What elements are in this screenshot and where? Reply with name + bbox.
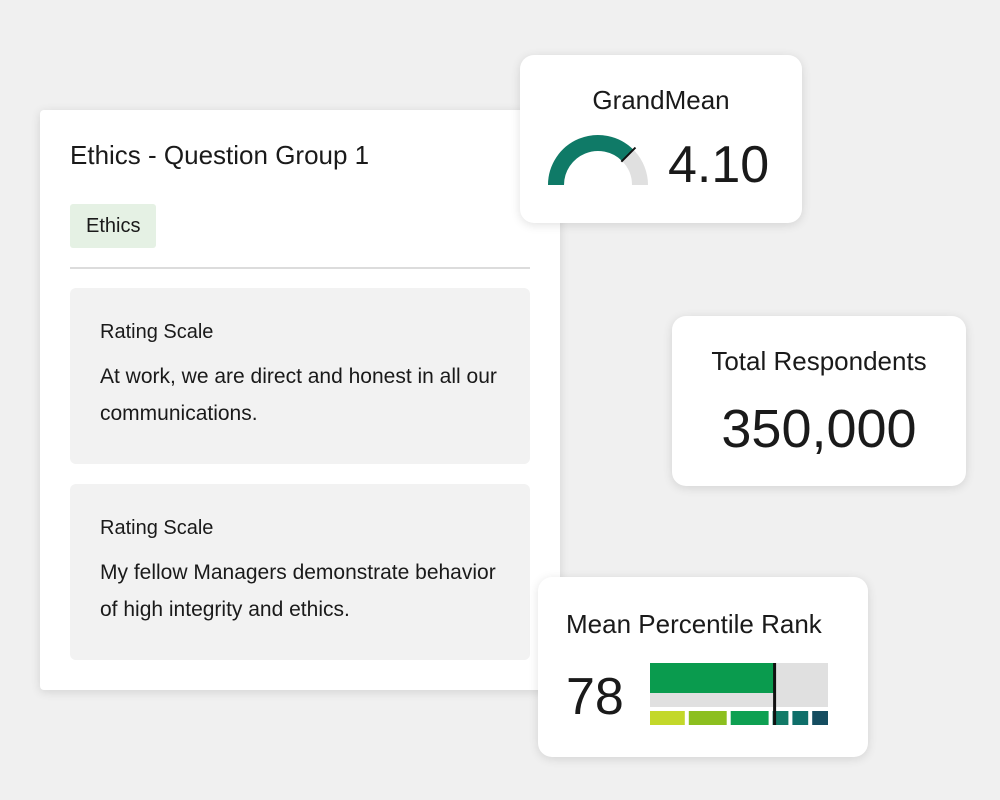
rank-fill [650, 663, 775, 693]
mean-percentile-rank-value: 78 [566, 668, 624, 726]
question-item[interactable]: Rating Scale At work, we are direct and … [70, 288, 530, 464]
mean-percentile-rank-card: Mean Percentile Rank 78 [538, 577, 868, 757]
gauge-fill [548, 135, 634, 186]
question-group-title: Ethics - Question Group 1 [70, 140, 370, 170]
grand-mean-card: GrandMean 4.10 [520, 55, 802, 223]
category-tag[interactable]: Ethics [70, 204, 157, 248]
grand-mean-value: 4.10 [668, 136, 770, 194]
total-respondents-label: Total Respondents [711, 346, 927, 376]
scale-segment-4 [772, 711, 789, 725]
question-type: Rating Scale [100, 321, 214, 343]
question-text: At work, we are direct and honest in all… [100, 365, 497, 425]
question-text: My fellow Managers demonstrate behavior … [100, 561, 496, 621]
divider [70, 267, 530, 269]
scale-segment-3 [730, 711, 769, 725]
scale-segment-1 [650, 711, 685, 725]
question-type: Rating Scale [100, 517, 214, 539]
grand-mean-label: GrandMean [592, 85, 730, 115]
gauge-marker [620, 146, 637, 163]
grand-mean-gauge [548, 135, 648, 186]
mean-percentile-rank-label: Mean Percentile Rank [566, 609, 822, 639]
total-respondents-value: 350,000 [721, 399, 917, 459]
scale-segment-6 [812, 711, 828, 725]
question-group-card: Ethics - Question Group 1 Ethics Rating … [40, 110, 560, 690]
total-respondents-card: Total Respondents 350,000 [672, 316, 966, 486]
scale-segment-2 [688, 711, 727, 725]
scale-segment-5 [792, 711, 809, 725]
percentile-rank-bar [650, 663, 828, 725]
question-item[interactable]: Rating Scale My fellow Managers demonstr… [70, 484, 530, 660]
